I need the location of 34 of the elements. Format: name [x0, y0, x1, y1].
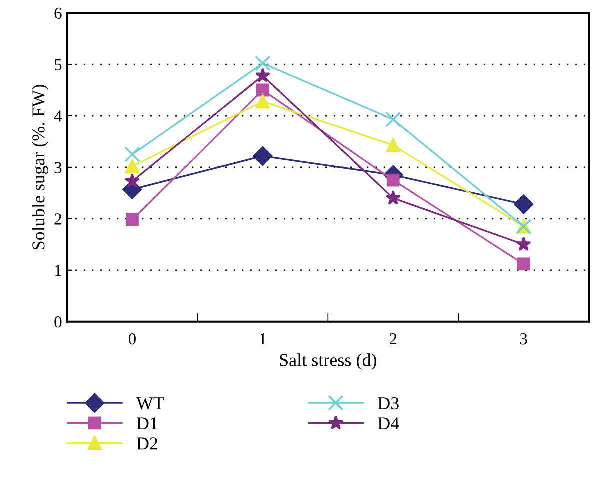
legend-label: D1 [136, 418, 158, 430]
point [124, 174, 140, 188]
y-tick-label: 2 [54, 214, 62, 225]
point [386, 190, 401, 205]
point [516, 236, 532, 252]
y-tick-label: 6 [54, 8, 62, 20]
x-tick-label: 3 [520, 334, 528, 345]
point [386, 138, 401, 152]
y-tick-label: 3 [54, 162, 62, 174]
x-tick-label: 2 [390, 334, 397, 345]
point [255, 56, 271, 72]
y-axis-title: Soluble sugar (%. FW) [32, 85, 48, 250]
point [517, 258, 530, 271]
point [386, 112, 402, 128]
legend-label: D3 [378, 397, 399, 410]
y-tick-label: 4 [54, 110, 62, 122]
y-tick-label: 5 [55, 59, 62, 70]
point [256, 94, 270, 109]
legend-label: D2 [136, 438, 158, 450]
point [514, 194, 534, 214]
point [386, 174, 400, 187]
x-axis-title: Salt stress (d) [280, 354, 376, 370]
point [124, 146, 140, 162]
point [256, 84, 270, 97]
y-tick-label: 0 [54, 316, 62, 328]
point [125, 159, 140, 174]
legend-label: WT [136, 398, 164, 410]
point [253, 146, 273, 166]
x-tick-label: 0 [128, 333, 136, 345]
point [255, 68, 270, 82]
legend-label: D4 [378, 418, 400, 430]
y-tick-label: 1 [56, 265, 62, 276]
x-tick-label: 1 [260, 334, 266, 345]
point [126, 214, 139, 226]
